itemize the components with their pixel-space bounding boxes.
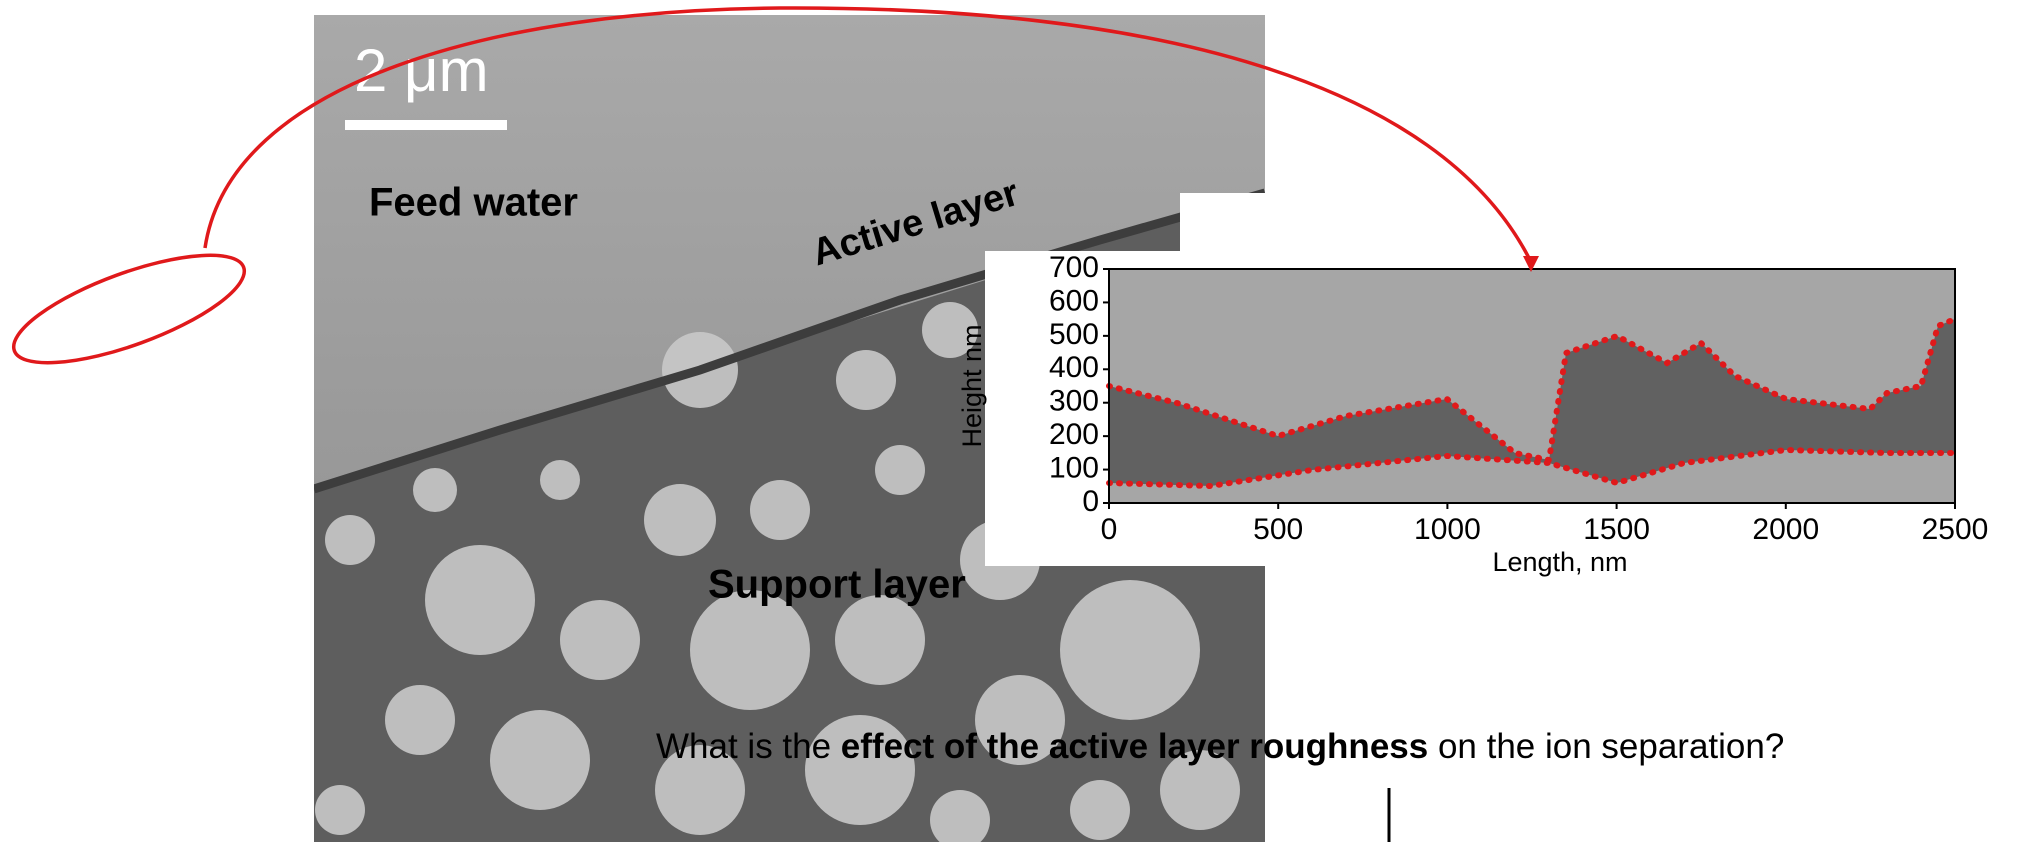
question: What is the effect of the active layer r…: [656, 727, 1784, 766]
y-tick-label: 0: [1082, 485, 1099, 518]
y-tick-label: 500: [1049, 318, 1099, 351]
x-tick-label: 2000: [1752, 513, 1819, 546]
support-label: Support layer: [708, 563, 966, 607]
highlight-ellipse: [2, 233, 256, 384]
y-tick-label: 700: [1049, 251, 1099, 284]
y-axis-label: Height nm: [957, 324, 987, 447]
x-tick-label: 1500: [1583, 513, 1650, 546]
question-text: on the ion separation?: [1428, 727, 1784, 766]
y-tick-label: 400: [1049, 351, 1099, 384]
question-emphasis: effect of the active layer roughness: [841, 727, 1428, 766]
slide: 0100200300400500600700050010001500200025…: [0, 0, 2018, 842]
y-tick-label: 600: [1049, 284, 1099, 317]
y-tick-label: 200: [1049, 418, 1099, 451]
y-tick-label: 100: [1049, 451, 1099, 484]
x-tick-label: 500: [1253, 513, 1303, 546]
x-tick-label: 0: [1101, 513, 1118, 546]
question-text: What is the: [656, 727, 841, 766]
x-axis-label: Length, nm: [1492, 547, 1627, 577]
x-tick-label: 2500: [1922, 513, 1989, 546]
feed-label: Feed water: [369, 181, 578, 225]
page: {"micrograph": {"scale_bar": "2 μm", "la…: [0, 0, 2018, 842]
scale-bar: [345, 120, 507, 130]
x-tick-label: 1000: [1414, 513, 1481, 546]
y-tick-label: 300: [1049, 385, 1099, 418]
scale-bar-label: 2 μm: [354, 37, 489, 104]
